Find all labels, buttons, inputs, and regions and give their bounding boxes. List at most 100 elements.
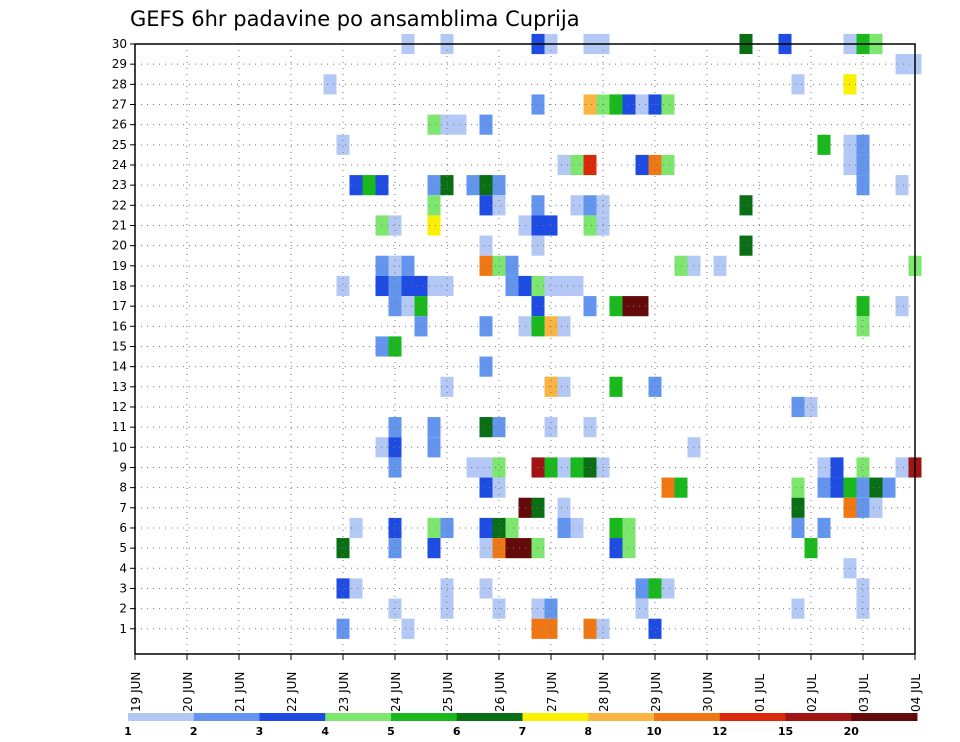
heatmap-cell <box>336 578 350 599</box>
heatmap-cell <box>557 154 571 176</box>
x-tick-label: 21 JUN <box>233 672 247 712</box>
heatmap-cell <box>544 618 558 639</box>
heatmap-cell <box>427 195 441 216</box>
x-tick-label: 22 JUN <box>285 672 299 712</box>
heatmap-cell <box>856 457 870 478</box>
heatmap-cells <box>323 33 922 639</box>
heatmap-cell <box>713 255 727 276</box>
heatmap-cell <box>583 215 597 236</box>
heatmap-cell <box>427 275 441 297</box>
heatmap-cell <box>869 497 883 518</box>
y-tick-label: 20 <box>112 239 127 253</box>
y-tick-label: 9 <box>119 460 127 474</box>
heatmap-cell <box>791 497 805 518</box>
y-tick-label: 30 <box>112 37 127 51</box>
x-tick-label: 26 JUN <box>493 672 507 712</box>
y-tick-label: 18 <box>112 279 127 293</box>
x-tick-label: 03 JUL <box>857 674 871 712</box>
heatmap-cell <box>492 255 506 276</box>
heatmap-cell <box>583 94 597 115</box>
heatmap-cell <box>661 477 675 498</box>
y-tick-label: 13 <box>112 380 127 394</box>
heatmap-cell <box>635 296 649 317</box>
y-tick-label: 7 <box>119 501 127 515</box>
y-tick-label: 17 <box>112 299 127 313</box>
heatmap-cell <box>570 195 584 216</box>
heatmap-cell <box>401 255 415 276</box>
heatmap-cell <box>791 477 805 498</box>
heatmap-cell <box>388 275 402 297</box>
heatmap-cell <box>557 457 571 478</box>
y-tick-label: 8 <box>119 481 127 495</box>
x-tick-label: 19 JUN <box>129 672 143 712</box>
heatmap-cell <box>856 134 870 155</box>
heatmap-cell <box>635 578 649 599</box>
heatmap-cell <box>856 296 870 317</box>
heatmap-cell <box>479 578 493 599</box>
heatmap-cell <box>427 175 441 196</box>
y-tick-label: 27 <box>112 97 127 111</box>
heatmap-cell <box>479 255 493 276</box>
heatmap-cell <box>479 316 493 337</box>
heatmap-cell <box>895 54 909 75</box>
legend-label: 15 <box>778 725 793 738</box>
heatmap-cell <box>817 457 831 478</box>
y-tick-label: 24 <box>112 158 127 172</box>
heatmap-cell <box>492 195 506 216</box>
heatmap-cell <box>323 74 337 95</box>
heatmap-cell <box>583 195 597 216</box>
heatmap-cell <box>401 296 415 317</box>
plot-frame <box>134 43 916 655</box>
heatmap-cell <box>349 578 363 599</box>
y-axis: 1234567891011121314151617181920212223242… <box>112 37 135 636</box>
heatmap-cell <box>492 175 506 196</box>
heatmap-cell <box>856 477 870 498</box>
heatmap-cell <box>414 296 428 317</box>
heatmap-cell <box>388 255 402 276</box>
heatmap-cell <box>856 175 870 196</box>
heatmap-cell <box>635 598 649 619</box>
heatmap-cell <box>336 134 350 155</box>
heatmap-cell <box>427 417 441 438</box>
legend-swatch <box>128 713 195 721</box>
legend-label: 8 <box>584 725 592 738</box>
x-tick-label: 25 JUN <box>441 672 455 712</box>
heatmap-cell <box>479 195 493 216</box>
y-tick-label: 22 <box>112 198 127 212</box>
heatmap-cell <box>479 235 493 256</box>
heatmap-cell <box>557 275 571 297</box>
heatmap-cell <box>479 457 493 478</box>
y-tick-label: 14 <box>112 360 127 374</box>
legend-swatch <box>259 713 326 721</box>
heatmap-cell <box>505 255 519 276</box>
heatmap-cell <box>466 457 480 478</box>
legend-label: 7 <box>519 725 527 738</box>
legend-swatch <box>785 713 852 721</box>
grid-lines <box>134 43 916 654</box>
heatmap-cell <box>791 74 805 95</box>
heatmap-cell <box>583 296 597 317</box>
y-tick-label: 19 <box>112 259 127 273</box>
heatmap-cell <box>388 417 402 438</box>
heatmap-cell <box>557 497 571 518</box>
x-tick-label: 27 JUN <box>545 672 559 712</box>
x-tick-label: 30 JUN <box>701 672 715 712</box>
heatmap-cell <box>557 316 571 337</box>
y-tick-label: 1 <box>119 622 127 636</box>
heatmap-cell <box>557 517 571 539</box>
heatmap-cell <box>427 538 441 559</box>
heatmap-cell <box>505 517 519 539</box>
legend-label: 12 <box>712 725 727 738</box>
y-tick-label: 12 <box>112 400 127 414</box>
heatmap-cell <box>479 538 493 559</box>
heatmap-cell <box>479 417 493 438</box>
heatmap-cell <box>856 578 870 599</box>
heatmap-cell <box>401 275 415 297</box>
heatmap-cell <box>388 437 402 458</box>
heatmap-cell <box>622 517 636 539</box>
y-tick-label: 4 <box>119 561 127 575</box>
heatmap-cell <box>817 477 831 498</box>
x-tick-label: 01 JUL <box>753 674 767 712</box>
heatmap-cell <box>479 114 493 135</box>
heatmap-cell <box>479 175 493 196</box>
